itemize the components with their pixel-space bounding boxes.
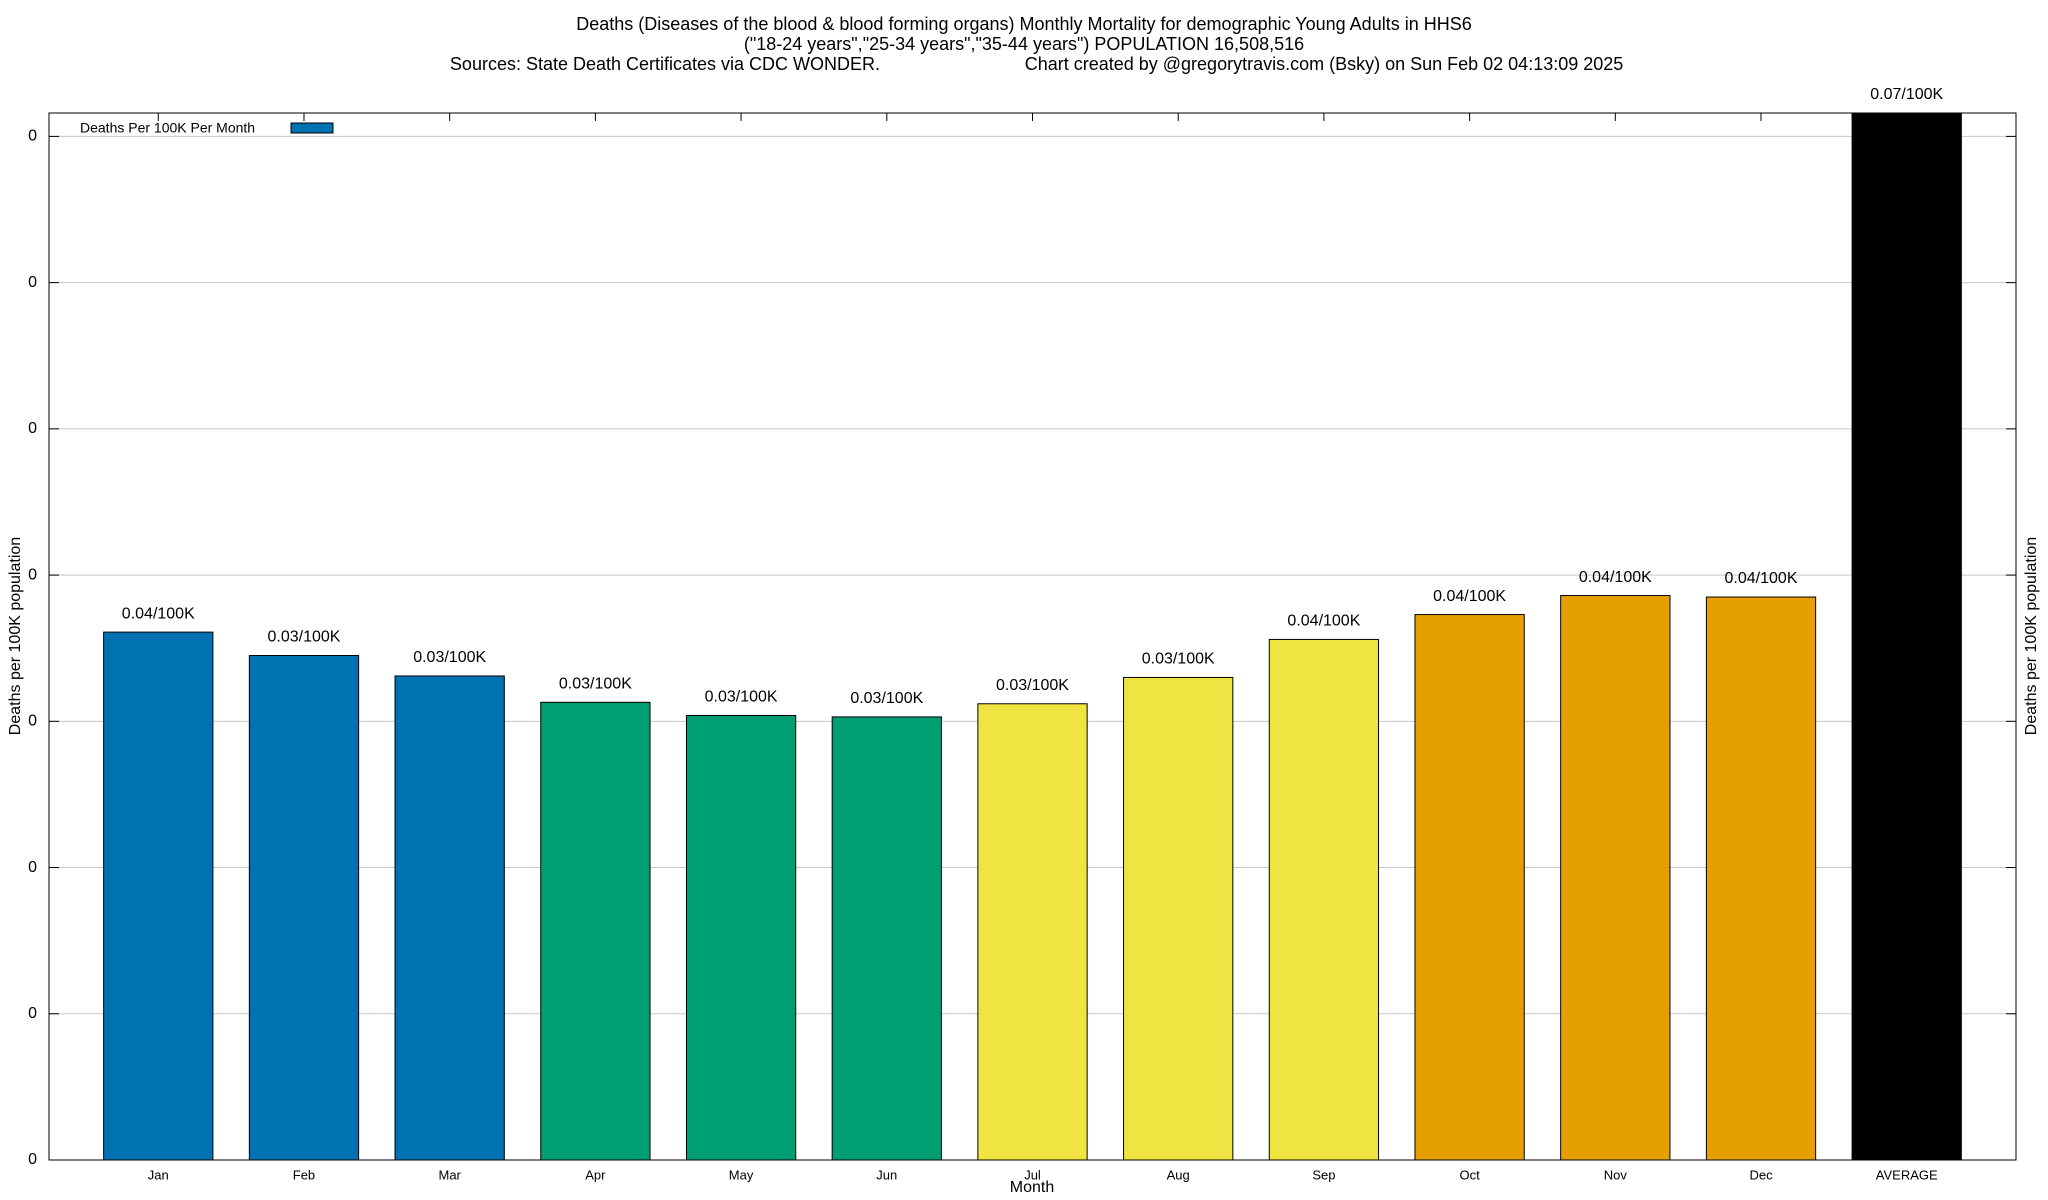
legend-swatch [290, 122, 334, 134]
bar [540, 701, 651, 1161]
x-tick-label: Dec [1749, 1167, 1773, 1182]
bar [1123, 676, 1234, 1161]
value-label: 0.04/100K [1433, 588, 1506, 605]
value-label: 0.03/100K [705, 689, 778, 706]
chart-subtitle: ("18-24 years","25-34 years","35-44 year… [744, 34, 1304, 54]
x-tick-label: Feb [293, 1167, 315, 1182]
y-tick-label: 0 [28, 1151, 37, 1168]
value-label: 0.03/100K [413, 649, 486, 666]
x-tick-label: Aug [1167, 1167, 1190, 1182]
x-axis-label: Month [1010, 1179, 1054, 1196]
x-tick-label: Mar [438, 1167, 461, 1182]
x-tick-label: May [729, 1167, 754, 1182]
value-label: 0.03/100K [559, 676, 632, 693]
y-tick-label: 0 [28, 713, 37, 730]
source: Sources: State Death Certificates via CD… [450, 54, 880, 74]
x-tick-label: AVERAGE [1876, 1167, 1938, 1182]
credit: Chart created by @gregorytravis.com (Bsk… [1025, 54, 1624, 74]
value-label: 0.03/100K [1142, 651, 1215, 668]
bar [831, 716, 942, 1161]
x-tick-label: Jul [1024, 1167, 1041, 1182]
y-tick-label: 0 [28, 566, 37, 583]
bar [103, 631, 214, 1161]
value-label: 0.07/100K [1870, 86, 1943, 103]
bar [1705, 596, 1817, 1161]
bar [248, 655, 360, 1161]
legend-label: Deaths Per 100K Per Month [80, 120, 255, 136]
bar [977, 703, 1088, 1161]
x-tick-label: Jan [148, 1167, 169, 1182]
value-label: 0.03/100K [850, 690, 923, 707]
y-tick-label: 0 [28, 274, 37, 291]
y-tick-label: 0 [28, 859, 37, 876]
y2-axis-label: Deaths per 100K population [2023, 537, 2040, 735]
value-label: 0.03/100K [268, 629, 341, 646]
bar [685, 714, 797, 1161]
bar [1560, 595, 1671, 1161]
bar [1268, 638, 1380, 1161]
value-label: 0.04/100K [1579, 569, 1652, 586]
bar [394, 675, 505, 1161]
value-label: 0.04/100K [1287, 613, 1360, 630]
y-tick-label: 0 [28, 1005, 37, 1022]
x-tick-label: Apr [585, 1167, 606, 1182]
y-axis-label: Deaths per 100K population [7, 537, 24, 735]
chart-title: Deaths (Diseases of the blood & blood fo… [576, 14, 1471, 34]
x-tick-label: Sep [1312, 1167, 1335, 1182]
value-label: 0.04/100K [122, 605, 195, 622]
value-label: 0.03/100K [996, 677, 1069, 694]
bar [1414, 614, 1525, 1161]
x-tick-label: Nov [1604, 1167, 1628, 1182]
y-tick-label: 0 [28, 420, 37, 437]
x-tick-label: Oct [1459, 1167, 1480, 1182]
y-tick-label: 0 [28, 128, 37, 145]
value-label: 0.04/100K [1725, 570, 1798, 587]
bar [1851, 112, 1962, 1161]
x-tick-label: Jun [876, 1167, 897, 1182]
